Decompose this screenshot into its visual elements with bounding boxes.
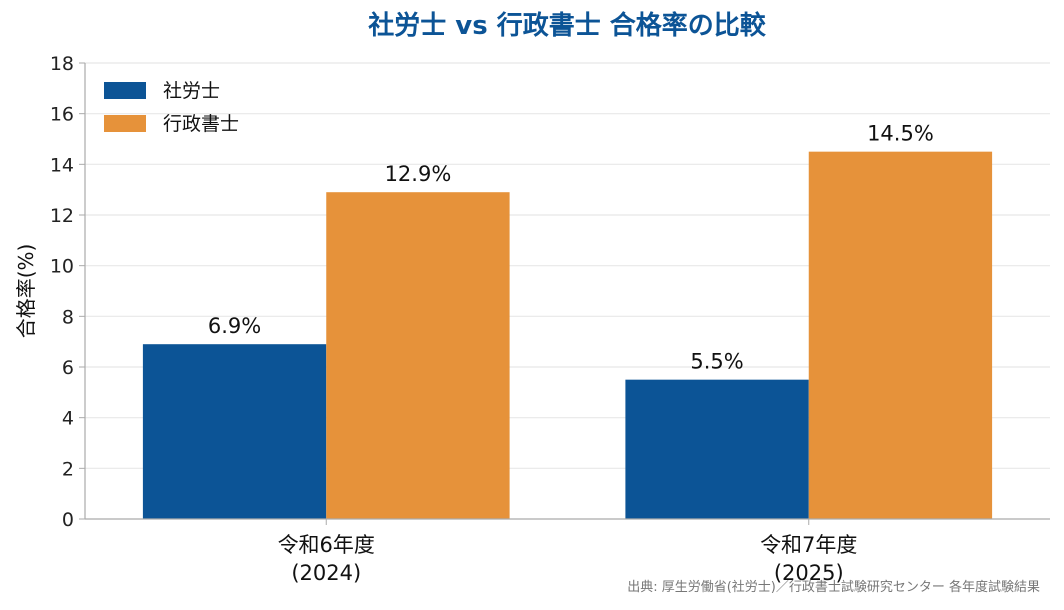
legend-swatch <box>104 82 146 99</box>
bar-value-labels: 6.9% 12.9% 5.5% 14.5% <box>208 122 934 374</box>
bar-value-label: 6.9% <box>208 314 261 338</box>
x-axis-ticks: 令和6年度 (2024) 令和7年度 (2025) <box>278 519 857 585</box>
bar <box>142 344 327 519</box>
bar <box>326 192 510 519</box>
y-tick-label: 8 <box>62 306 74 328</box>
y-tick-label: 16 <box>50 104 74 126</box>
legend-label: 社労士 <box>163 80 220 102</box>
bar-value-label: 12.9% <box>385 162 452 186</box>
y-tick-label: 12 <box>50 205 74 227</box>
x-tick-label: 令和6年度 <box>278 533 375 557</box>
y-tick-label: 6 <box>62 357 74 379</box>
y-tick-label: 4 <box>62 408 74 430</box>
bar <box>808 151 993 519</box>
y-tick-label: 10 <box>50 256 74 278</box>
bars <box>142 151 993 519</box>
bar <box>625 379 809 519</box>
legend-swatch <box>104 115 146 132</box>
y-axis-ticks: 0 2 4 6 8 10 12 14 16 18 <box>50 53 85 531</box>
y-tick-label: 2 <box>62 458 74 480</box>
x-tick-label: (2025) <box>774 561 844 585</box>
chart-title: 社労士 vs 行政書士 合格率の比較 <box>368 10 767 41</box>
y-tick-label: 18 <box>50 53 74 75</box>
legend-label: 行政書士 <box>163 113 239 135</box>
y-tick-label: 0 <box>62 509 74 531</box>
source-note: 出典: 厚生労働省(社労士)／行政書士試験研究センター 各年度試験結果 <box>627 579 1040 595</box>
bar-value-label: 5.5% <box>690 350 743 374</box>
bar-value-label: 14.5% <box>867 122 934 146</box>
y-axis-label: 合格率(%) <box>14 244 38 339</box>
y-tick-label: 14 <box>50 154 74 176</box>
x-tick-label: (2024) <box>291 561 361 585</box>
x-tick-label: 令和7年度 <box>760 533 857 557</box>
